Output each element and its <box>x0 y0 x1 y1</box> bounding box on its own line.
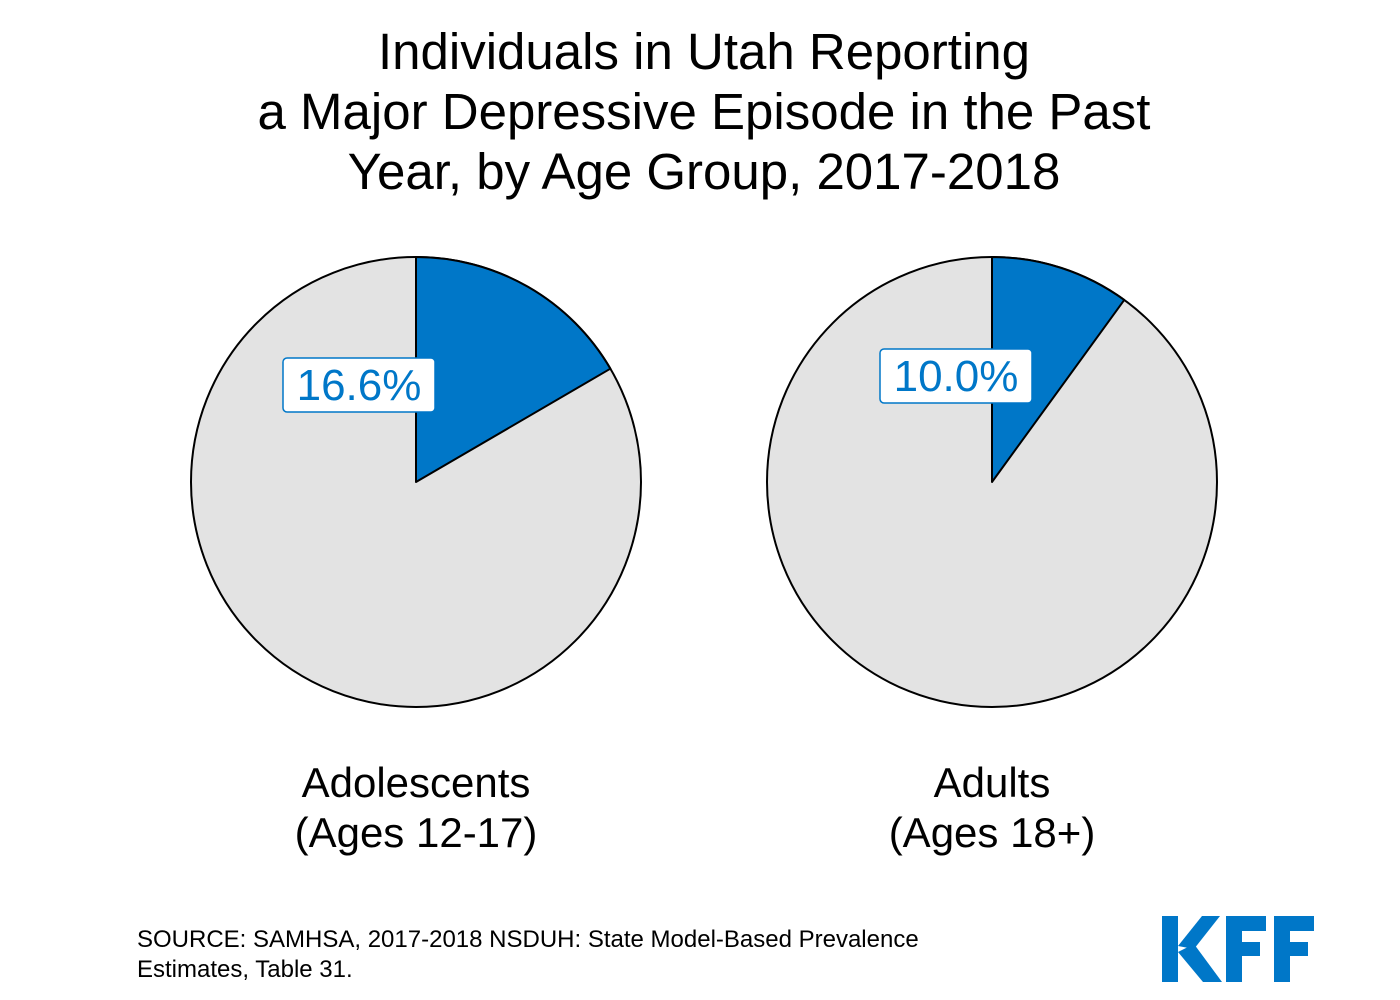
chart-title: Individuals in Utah Reporting a Major De… <box>100 22 1308 202</box>
category-label-line: Adults <box>934 759 1051 806</box>
chart-title-line-3: Year, by Age Group, 2017-2018 <box>347 143 1061 200</box>
chart-title-line-1: Individuals in Utah Reporting <box>377 23 1031 80</box>
data-label: 16.6% <box>297 361 422 410</box>
category-label-line: (Ages 18+) <box>889 809 1096 856</box>
category-label-line: Adolescents <box>302 759 531 806</box>
pie-slice-highlight <box>991 256 1126 483</box>
pie-adolescents: 16.6% Adolescents(Ages 12-17) <box>190 256 642 856</box>
pie-slice-highlight <box>415 256 612 483</box>
chart-title-line-2: a Major Depressive Episode in the Past <box>257 83 1151 140</box>
data-label-box <box>282 357 436 413</box>
pie-adults: 10.0% Adults(Ages 18+) <box>766 256 1218 856</box>
kff-logo-mark <box>1162 916 1314 982</box>
source-line-2: Estimates, Table 31. <box>137 956 353 983</box>
category-label-line: (Ages 12-17) <box>295 809 538 856</box>
data-label-box <box>879 348 1033 404</box>
kff-logo <box>1162 916 1314 982</box>
source-note: SOURCE: SAMHSA, 2017-2018 NSDUH: State M… <box>137 925 919 985</box>
source-line-1: SOURCE: SAMHSA, 2017-2018 NSDUH: State M… <box>137 926 919 953</box>
data-label: 10.0% <box>894 352 1019 401</box>
